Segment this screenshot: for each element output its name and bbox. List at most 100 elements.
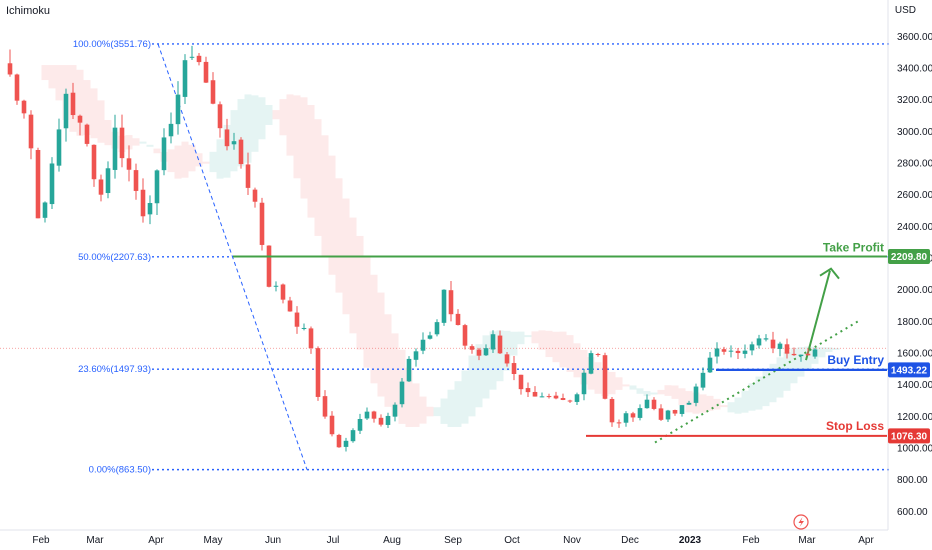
price-tick-label: 2800.00 xyxy=(897,159,932,170)
price-axis[interactable]: 600.00 800.00 1000.00 1200.00 1400.00 1600.00… xyxy=(887,0,932,530)
candle-body xyxy=(791,353,797,356)
cloud-segment xyxy=(734,397,742,414)
cloud-segment xyxy=(181,141,189,178)
candle-body xyxy=(616,422,622,424)
cloud-segment xyxy=(538,330,546,350)
cloud-segment xyxy=(629,385,637,390)
candle-body xyxy=(231,141,237,145)
cloud-segment xyxy=(517,331,525,345)
trend-lines[interactable] xyxy=(654,267,859,444)
candle-body xyxy=(252,189,258,202)
candle-body xyxy=(245,164,251,188)
cloud-segment xyxy=(132,138,140,146)
trade-levels[interactable]: Take Profit Buy Entry Stop Loss xyxy=(233,240,887,437)
candle-body xyxy=(154,170,160,204)
price-tag-label: 2209.80 xyxy=(891,252,928,263)
cloud-segment xyxy=(608,371,616,395)
cloud-segment xyxy=(90,88,98,139)
candle-body xyxy=(693,386,699,403)
time-tick-label: Oct xyxy=(504,535,520,546)
indicator-label: Ichimoku xyxy=(6,5,51,17)
candle-body xyxy=(266,245,272,287)
cloud-segment xyxy=(475,344,483,408)
time-tick-label: Mar xyxy=(798,535,816,546)
candle-body xyxy=(686,402,692,405)
cloud-segment xyxy=(300,97,308,199)
candle-body xyxy=(700,372,706,388)
candle-body xyxy=(308,328,314,349)
candle-body xyxy=(399,381,405,405)
lightning-icon[interactable] xyxy=(793,514,809,530)
cloud-segment xyxy=(510,331,518,356)
candle-body xyxy=(126,158,132,170)
candle-body xyxy=(679,405,685,414)
time-tick-label: Feb xyxy=(32,535,50,546)
cloud-segment xyxy=(531,331,539,344)
candle-body xyxy=(21,100,27,114)
candle-body xyxy=(301,327,307,329)
candle-body xyxy=(133,170,139,191)
cloud-segment xyxy=(461,370,469,424)
time-axis[interactable]: Feb Mar Apr May Jun Jul Aug Sep Oct Nov Dec 2023 Feb… xyxy=(0,529,888,546)
candle-body xyxy=(707,357,713,373)
time-tick-label: May xyxy=(204,535,223,546)
price-tick-label: 1400.00 xyxy=(897,380,932,391)
level-label: Buy Entry xyxy=(827,353,884,367)
candle-body xyxy=(182,60,188,97)
candle-body xyxy=(84,124,90,144)
candle-body xyxy=(763,338,769,340)
candle-body xyxy=(420,339,426,351)
cloud-segment xyxy=(384,314,392,407)
candle-body xyxy=(490,334,496,350)
candle-body xyxy=(203,61,209,83)
cloud-segment xyxy=(559,331,567,368)
fib-level-label: 100.00%(3551.76) xyxy=(73,39,151,50)
candle-body xyxy=(742,350,748,354)
candle-body xyxy=(511,363,517,374)
currency-label: USD xyxy=(894,5,916,16)
candle-body xyxy=(483,348,489,356)
cloud-segment xyxy=(468,355,476,417)
cloud-segment xyxy=(748,383,756,411)
cloud-segment xyxy=(153,148,161,154)
price-tick-label: 2600.00 xyxy=(897,190,932,201)
cloud-segment xyxy=(496,330,504,382)
candle-body xyxy=(784,344,790,354)
candle-body xyxy=(385,415,391,425)
candle-body xyxy=(532,391,538,397)
fib-level-label: 23.60%(1497.93) xyxy=(78,364,151,375)
price-tick-label: 1600.00 xyxy=(897,349,932,360)
candle-body xyxy=(798,354,804,357)
candle-body xyxy=(637,408,643,418)
candle-body xyxy=(378,417,384,425)
candle-body xyxy=(329,415,335,435)
candle-body xyxy=(196,55,202,63)
cloud-segment xyxy=(188,144,196,172)
cloud-segment xyxy=(713,398,721,410)
candle-body xyxy=(623,413,629,423)
price-tag-label: 1493.22 xyxy=(891,365,928,376)
cloud-segment xyxy=(125,135,133,150)
candle-body xyxy=(805,353,811,356)
cloud-segment xyxy=(594,362,602,394)
cloud-segment xyxy=(307,105,315,218)
cloud-segment xyxy=(818,347,826,358)
cloud-segment xyxy=(48,65,56,89)
candle-body xyxy=(595,354,601,356)
cloud-segment xyxy=(797,347,805,377)
cloud-segment xyxy=(650,392,658,395)
cloud-segment xyxy=(377,292,385,397)
price-tick-label: 3200.00 xyxy=(897,95,932,106)
cloud-segment xyxy=(776,357,784,398)
cloud-segment xyxy=(566,335,574,372)
candle-body xyxy=(35,150,41,219)
candle-body xyxy=(644,399,650,409)
candle-body xyxy=(455,313,461,326)
candle-body xyxy=(539,396,545,398)
cloud-segment xyxy=(363,256,371,368)
candle-body xyxy=(112,127,118,170)
cloud-segment xyxy=(41,65,49,81)
candle-body xyxy=(441,289,447,323)
